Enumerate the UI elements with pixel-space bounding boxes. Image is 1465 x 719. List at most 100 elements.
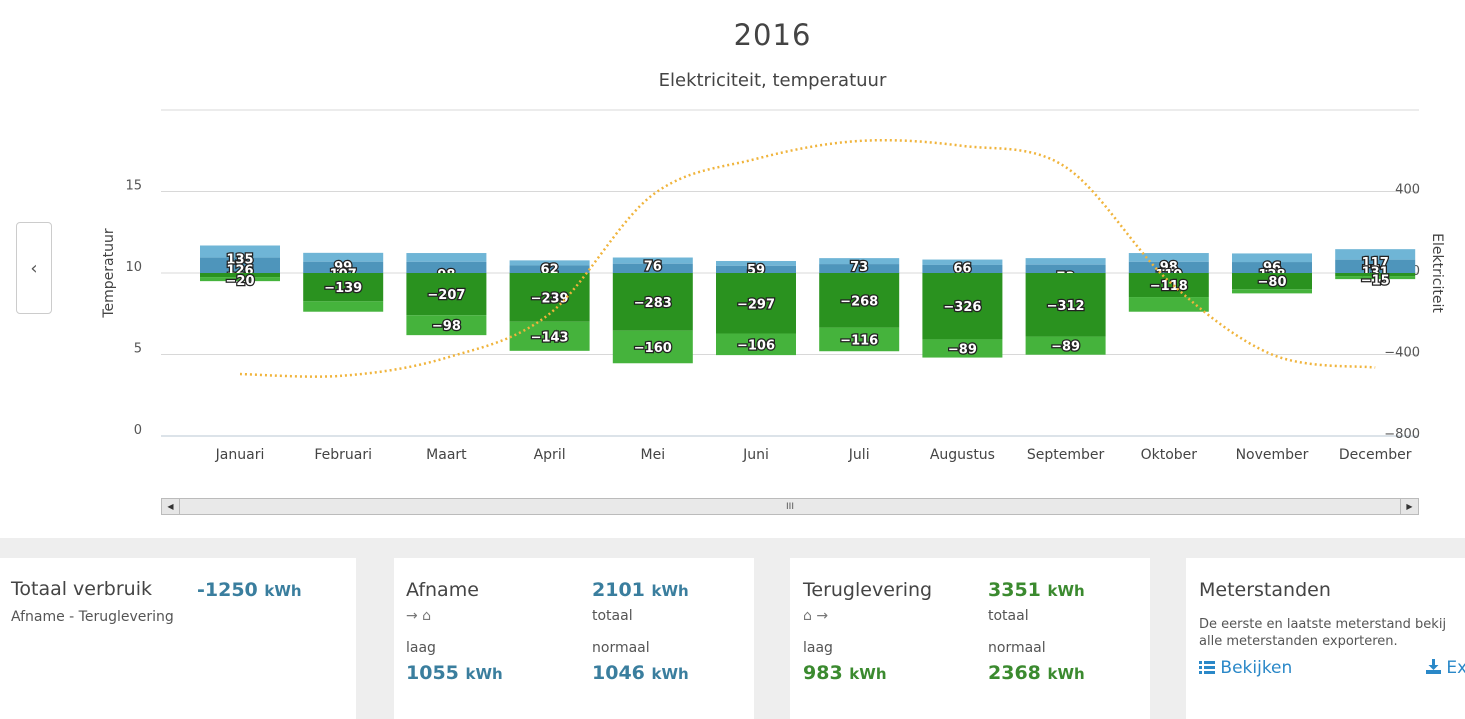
bar-teruglevering-normaal bbox=[1335, 273, 1416, 277]
teruglevering-total-number: 3351 bbox=[988, 579, 1041, 601]
meterstanden-desc-1: De eerste en laatste meterstand bekij bbox=[1199, 617, 1447, 632]
bar-label-teruglevering-laag: −98 bbox=[432, 319, 461, 334]
total-usage-value: -1250 kWh bbox=[197, 579, 302, 601]
bar-teruglevering-laag bbox=[819, 327, 900, 352]
view-meterstanden-link[interactable]: Bekijken bbox=[1199, 658, 1292, 678]
x-axis-tick-label: September bbox=[1027, 447, 1105, 463]
bar-afname-normal bbox=[922, 259, 1003, 265]
bar-teruglevering-normaal bbox=[819, 273, 900, 328]
chevron-left-icon: ‹ bbox=[30, 257, 38, 279]
x-axis-tick-label: Augustus bbox=[930, 447, 995, 463]
bar-afname-laag bbox=[406, 261, 487, 273]
total-usage-number: -1250 bbox=[197, 579, 258, 601]
left-axis-tick-label: 15 bbox=[125, 179, 142, 194]
left-axis-title: Temperatuur bbox=[101, 228, 117, 318]
left-axis-tick-label: 10 bbox=[125, 260, 142, 275]
bar-afname-normal bbox=[612, 257, 693, 264]
teruglevering-normal-label: normaal bbox=[988, 640, 1046, 656]
bar-afname-normal bbox=[1128, 253, 1209, 262]
bar-label-afname-normal: 76 bbox=[644, 260, 662, 275]
bar-label-afname-normal: 73 bbox=[850, 260, 868, 275]
total-usage-label: Totaal verbruik bbox=[11, 578, 152, 600]
afname-normal-number: 1046 bbox=[592, 662, 645, 684]
afname-low-label: laag bbox=[406, 640, 436, 656]
meterstanden-card: Meterstanden De eerste en laatste meters… bbox=[1186, 558, 1465, 719]
bar-label-teruglevering-normaal: −139 bbox=[324, 281, 362, 296]
x-axis-tick-label: Februari bbox=[314, 447, 372, 463]
bar-label-teruglevering-laag: −116 bbox=[840, 333, 878, 348]
teruglevering-normal-number: 2368 bbox=[988, 662, 1041, 684]
scroll-thumb[interactable]: III bbox=[180, 499, 1400, 514]
chart: 0 5 10 15 −800 −400 0 400 Temperatuur Elektricite… bbox=[101, 109, 1445, 463]
teruglevering-total-unit: kWh bbox=[1047, 582, 1085, 600]
bar-afname-laag bbox=[303, 261, 384, 273]
afname-normal-unit: kWh bbox=[651, 665, 689, 683]
bar-teruglevering-laag bbox=[1232, 289, 1312, 294]
bar-afname-normal bbox=[819, 258, 900, 265]
bar-teruglevering-laag bbox=[1025, 336, 1106, 355]
chart-subtitle: Elektriciteit, temperatuur bbox=[658, 70, 887, 91]
teruglevering-total-label: totaal bbox=[988, 608, 1029, 624]
bar-label-teruglevering-laag: −143 bbox=[531, 330, 569, 345]
bar-teruglevering-normaal bbox=[1232, 273, 1312, 290]
home-arrow-icon: ⌂ → bbox=[803, 608, 829, 624]
list-icon bbox=[1199, 661, 1215, 674]
x-axis-tick-label: Januari bbox=[215, 447, 265, 463]
afname-label: Afname bbox=[406, 579, 479, 601]
bar-label-teruglevering-laag: −89 bbox=[1051, 340, 1080, 355]
bar-label-teruglevering-normaal: −80 bbox=[1258, 275, 1287, 290]
teruglevering-total-value: 3351 kWh bbox=[988, 579, 1085, 601]
bar-teruglevering-normaal bbox=[200, 273, 280, 278]
export-label: Ex bbox=[1446, 658, 1465, 678]
right-axis-tick-label: −800 bbox=[1384, 427, 1420, 442]
bar-afname-laag bbox=[922, 264, 1003, 273]
x-axis-tick-label: April bbox=[534, 447, 566, 463]
teruglevering-label: Teruglevering bbox=[803, 579, 933, 601]
bar-teruglevering-normaal bbox=[716, 273, 796, 334]
right-axis-title: Elektriciteit bbox=[1429, 233, 1445, 313]
bar-label-afname-normal: 99 bbox=[334, 260, 352, 275]
afname-low-number: 1055 bbox=[406, 662, 459, 684]
export-meterstanden-link[interactable]: Ex bbox=[1426, 658, 1465, 678]
bar-afname-laag bbox=[612, 263, 693, 273]
bar-label-teruglevering-laag: −89 bbox=[948, 342, 977, 357]
teruglevering-normal-unit: kWh bbox=[1047, 665, 1085, 683]
bar-teruglevering-normaal bbox=[1025, 273, 1106, 337]
chart-scrollbar[interactable]: ◀ III ▶ bbox=[161, 498, 1419, 515]
bar-label-teruglevering-normaal: −326 bbox=[943, 300, 981, 315]
bar-label-afname-normal: 135 bbox=[226, 252, 253, 267]
x-axis-tick-label: Oktober bbox=[1141, 447, 1198, 463]
left-axis-tick-label: 0 bbox=[134, 423, 142, 438]
bar-afname-laag bbox=[1335, 259, 1416, 273]
teruglevering-low-unit: kWh bbox=[849, 665, 887, 683]
bar-afname-normal bbox=[200, 245, 280, 258]
bar-afname-laag bbox=[200, 257, 280, 273]
download-icon bbox=[1426, 659, 1441, 674]
x-axis-tick-label: Mei bbox=[641, 447, 666, 463]
meterstanden-desc-2: alle meterstanden exporteren. bbox=[1199, 634, 1398, 649]
afname-low-unit: kWh bbox=[465, 665, 503, 683]
bar-teruglevering-laag bbox=[1335, 276, 1416, 280]
bar-label-teruglevering-normaal: −239 bbox=[531, 291, 569, 306]
scroll-right-arrow-icon[interactable]: ▶ bbox=[1400, 499, 1418, 514]
meterstanden-label: Meterstanden bbox=[1199, 579, 1331, 601]
bar-afname-laag bbox=[819, 264, 900, 273]
total-usage-card: Totaal verbruik -1250 kWh Afname - Terug… bbox=[0, 558, 356, 719]
bar-afname-laag bbox=[716, 265, 796, 273]
x-axis-tick-label: Juni bbox=[742, 447, 769, 463]
bar-afname-laag bbox=[509, 265, 590, 273]
x-axis-tick-label: Juli bbox=[848, 447, 870, 463]
previous-year-button[interactable]: ‹ bbox=[16, 222, 52, 314]
bar-afname-normal bbox=[1025, 258, 1106, 265]
bar-afname-normal bbox=[406, 253, 487, 262]
scroll-left-arrow-icon[interactable]: ◀ bbox=[162, 499, 180, 514]
summary-area: Totaal verbruik -1250 kWh Afname - Terug… bbox=[0, 538, 1465, 719]
x-axis-tick-label: December bbox=[1339, 447, 1412, 463]
bar-label-teruglevering-normaal: −312 bbox=[1047, 299, 1085, 314]
bar-afname-laag bbox=[1025, 264, 1106, 273]
afname-total-unit: kWh bbox=[651, 582, 689, 600]
bar-label-teruglevering-normaal: −20 bbox=[226, 274, 255, 289]
bar-label-afname-normal: 117 bbox=[1362, 256, 1389, 271]
afname-total-label: totaal bbox=[592, 608, 633, 624]
bar-teruglevering-normaal bbox=[1128, 273, 1209, 298]
